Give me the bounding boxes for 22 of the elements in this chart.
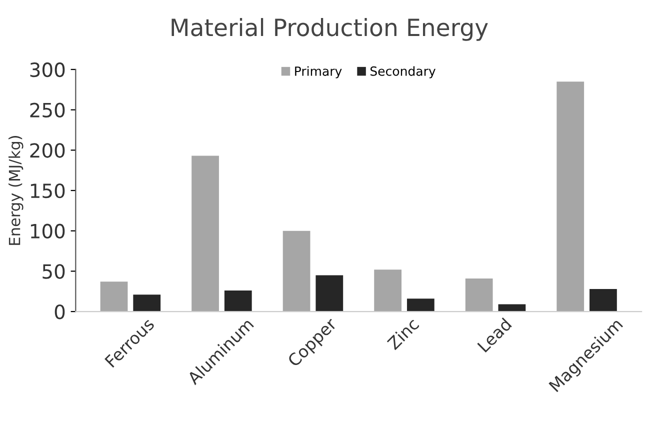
- legend-label: Secondary: [370, 66, 436, 78]
- bar: [374, 270, 402, 312]
- bar: [465, 278, 493, 312]
- y-axis-title: Energy (MJ/kg): [8, 136, 24, 245]
- bar: [133, 294, 161, 312]
- bar: [224, 290, 252, 312]
- y-tick-label: 50: [42, 264, 65, 279]
- legend-label: Primary: [295, 66, 342, 78]
- y-tick-label: 200: [30, 143, 65, 158]
- bar: [192, 156, 219, 312]
- y-tick-label: 0: [54, 304, 65, 320]
- bar: [590, 288, 617, 312]
- bar: [556, 82, 584, 312]
- y-tick-label: 250: [30, 102, 65, 118]
- bar: [316, 275, 344, 312]
- y-tick-label: 100: [30, 224, 65, 239]
- bar: [406, 298, 434, 312]
- bar: [100, 282, 128, 312]
- y-tick-label: 300: [30, 62, 65, 78]
- bar: [282, 230, 310, 312]
- y-tick-label: 150: [30, 183, 65, 198]
- chart-title: Material Production Energy: [172, 18, 488, 41]
